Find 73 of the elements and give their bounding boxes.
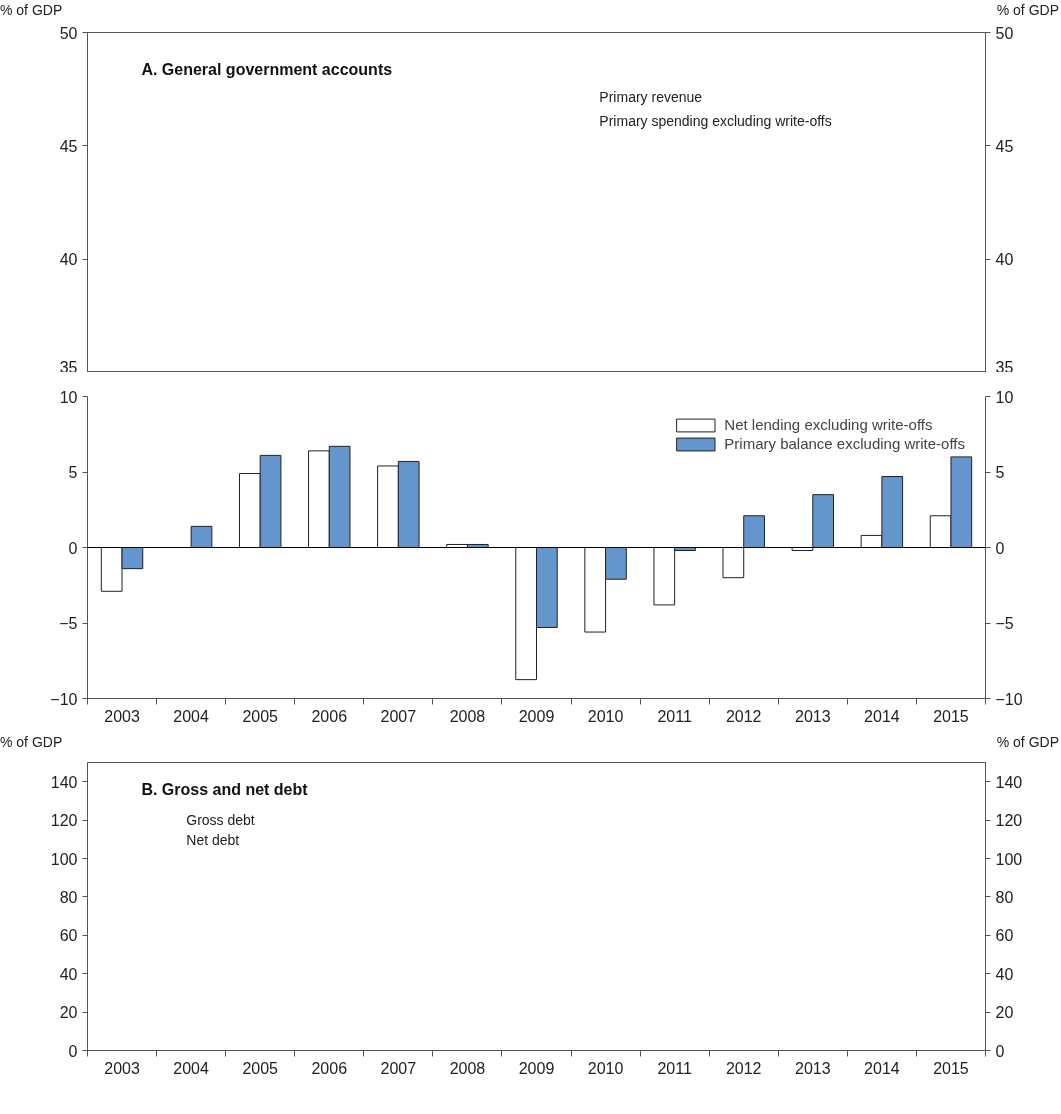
y2-tick-label: 10 xyxy=(995,388,1014,406)
text: Primary revenue xyxy=(599,89,703,106)
y-tick-label: 50 xyxy=(59,24,78,42)
x-tick-label: 2009 xyxy=(518,1059,555,1077)
x-tick-label: 2015 xyxy=(933,707,969,725)
x-tick-label: 2015 xyxy=(933,1059,969,1077)
x-tick-label: 2007 xyxy=(380,707,417,725)
bar xyxy=(190,525,213,548)
x-tick-label: 2006 xyxy=(311,1059,348,1077)
y-tick-label: 60 xyxy=(59,927,78,945)
x-tick-label: 2007 xyxy=(380,1059,417,1077)
y-tick-label: 120 xyxy=(50,812,78,830)
y2-tick-label: −10 xyxy=(995,690,1023,708)
x-tick-label: 2013 xyxy=(795,1059,831,1077)
y-axis-title: % of GDP xyxy=(0,733,63,752)
y-tick-label: 20 xyxy=(59,1004,78,1022)
x-tick-label: 2012 xyxy=(725,1059,762,1077)
text: Net debt xyxy=(186,832,240,849)
y-tick-label: 35 xyxy=(59,358,78,376)
x-tick-label: 2005 xyxy=(242,1059,279,1077)
y2-axis-title: % of GDP xyxy=(996,1,1059,20)
y2-tick-label: 60 xyxy=(995,927,1014,945)
y2-tick-label: 20 xyxy=(995,1004,1014,1022)
y-tick-label: 140 xyxy=(50,773,78,791)
y-tick-label: 0 xyxy=(68,539,78,557)
y2-tick-label: 40 xyxy=(995,965,1014,983)
x-tick-label: 2004 xyxy=(173,1059,210,1077)
x-tick-label: 2005 xyxy=(242,707,279,725)
y-axis-title: % of GDP xyxy=(0,1,63,20)
x-tick-label: 2009 xyxy=(518,707,555,725)
y2-tick-label: 120 xyxy=(995,812,1023,830)
y2-tick-label: 0 xyxy=(995,539,1005,557)
legend-label: Primary balance excluding write-offs xyxy=(724,435,965,452)
y-tick-label: −10 xyxy=(50,690,78,708)
text: A. General government accounts xyxy=(141,61,393,79)
x-tick-label: 2008 xyxy=(449,707,486,725)
x-tick-label: 2010 xyxy=(587,707,624,725)
y-tick-label: 5 xyxy=(68,464,78,481)
y2-axis-title: % of GDP xyxy=(996,733,1059,752)
text: Gross debt xyxy=(186,812,255,829)
y2-tick-label: 5 xyxy=(995,464,1005,481)
x-tick-label: 2008 xyxy=(449,1059,486,1077)
x-tick-label: 2011 xyxy=(657,707,692,725)
y-tick-label: 40 xyxy=(59,251,78,269)
text: Primary spending excluding write-offs xyxy=(599,112,832,129)
y2-tick-label: 45 xyxy=(995,137,1014,155)
x-tick-label: 2006 xyxy=(311,707,348,725)
x-tick-label: 2010 xyxy=(587,1059,624,1077)
y2-tick-label: 100 xyxy=(995,850,1023,868)
x-tick-label: 2003 xyxy=(104,707,140,725)
y-tick-label: 45 xyxy=(59,137,78,155)
y-tick-label: −5 xyxy=(59,615,78,632)
y2-tick-label: 80 xyxy=(995,888,1014,906)
x-tick-label: 2004 xyxy=(173,707,210,725)
y2-tick-label: 50 xyxy=(995,24,1014,42)
y2-tick-label: −5 xyxy=(995,615,1014,632)
legend-label: Net lending excluding write-offs xyxy=(724,416,933,433)
text: B. Gross and net debt xyxy=(141,781,309,799)
y-tick-label: 0 xyxy=(68,1042,78,1060)
y2-tick-label: 0 xyxy=(995,1042,1005,1060)
y2-tick-label: 40 xyxy=(995,251,1014,269)
y-tick-label: 80 xyxy=(59,888,78,906)
x-tick-label: 2011 xyxy=(657,1059,692,1077)
x-tick-label: 2014 xyxy=(864,1059,900,1077)
y-tick-label: 10 xyxy=(59,388,78,406)
x-tick-label: 2003 xyxy=(104,1059,140,1077)
y-tick-label: 40 xyxy=(59,965,78,983)
x-tick-label: 2014 xyxy=(864,707,900,725)
x-tick-label: 2013 xyxy=(795,707,831,725)
x-tick-label: 2012 xyxy=(725,707,762,725)
y-tick-label: 100 xyxy=(50,850,78,868)
y2-tick-label: 140 xyxy=(995,773,1023,791)
y2-tick-label: 35 xyxy=(995,358,1014,376)
